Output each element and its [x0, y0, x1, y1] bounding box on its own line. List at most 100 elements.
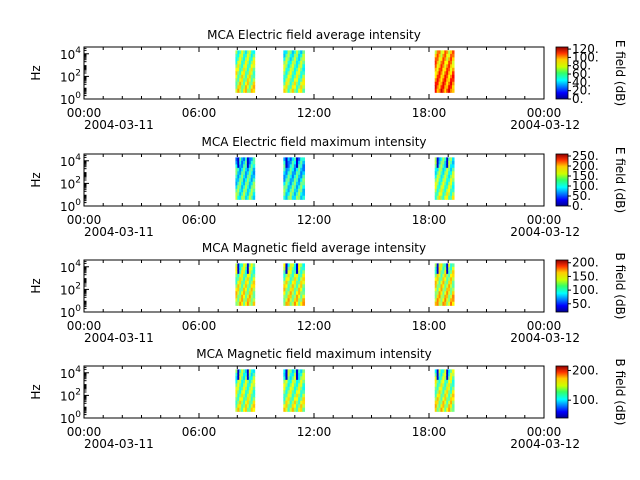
spectrogram-cell — [250, 64, 254, 69]
spectrogram-cell — [300, 160, 303, 165]
colorbar — [555, 46, 569, 100]
spectrogram-cell — [438, 74, 442, 79]
x-tick-label: 18:00 — [412, 106, 447, 120]
spectrogram-cell — [243, 53, 246, 58]
spectrogram-cell — [434, 64, 438, 69]
colorbar-tick-label: 200. — [572, 159, 599, 173]
spectrogram-cell — [448, 301, 451, 306]
spectrogram-cell — [298, 60, 301, 65]
y-tick-label: 104 — [60, 46, 81, 62]
spectrogram-cell — [239, 50, 242, 55]
spectrogram-cell — [243, 57, 246, 62]
spectrogram-cell — [252, 74, 256, 79]
spectrogram-cell — [295, 88, 299, 93]
spectrogram-cell — [446, 376, 449, 381]
spectrogram-cell — [250, 57, 254, 62]
spectrogram-cell — [243, 181, 246, 186]
spectrogram-cell — [302, 287, 306, 292]
spectrogram-cell — [302, 171, 306, 176]
spectrogram-cell — [438, 270, 442, 275]
spectrogram-cell — [450, 294, 453, 299]
spectrogram-cell — [448, 195, 451, 200]
spectrogram-cell — [252, 67, 256, 72]
spectrogram-cell — [452, 71, 455, 76]
spectrogram-cell — [250, 369, 254, 374]
spectrogram-cell — [252, 294, 256, 299]
spectrogram-cell — [250, 60, 254, 65]
spectrogram-cell — [302, 270, 306, 275]
spectrogram-cell — [298, 400, 301, 405]
spectrogram-cell — [448, 298, 451, 303]
spectrogram-cell — [291, 57, 295, 62]
spectrogram-cell — [434, 81, 438, 86]
spectrogram-cell — [241, 174, 244, 179]
spectrogram-cell — [245, 181, 248, 186]
spectrogram-cell — [289, 157, 293, 162]
spectrogram-cell — [298, 157, 301, 162]
spectrogram-cell — [450, 390, 453, 395]
spectrogram-cell — [243, 157, 246, 162]
spectrogram-cell — [295, 280, 299, 285]
spectrogram-cell — [250, 164, 254, 169]
spectrogram-cell — [448, 372, 451, 377]
spectrogram-cell — [291, 379, 295, 384]
spectrogram-cell — [250, 192, 254, 197]
spectrogram-cell — [235, 266, 238, 271]
spectrogram-cell — [440, 60, 444, 65]
spectrogram-cell — [436, 270, 440, 275]
spectrogram-cell — [450, 298, 453, 303]
spectrogram-cell — [295, 291, 299, 296]
spectrogram-cell — [295, 160, 299, 165]
spectrogram-cell — [248, 280, 252, 285]
spectrogram-cell — [252, 372, 256, 377]
spectrogram-cell — [442, 167, 445, 172]
spectrogram-cell — [446, 277, 449, 282]
spectrogram-cell — [239, 88, 242, 93]
spectrogram-cell — [252, 287, 256, 292]
spectrogram-cell — [450, 263, 453, 268]
spectrogram-cell — [302, 53, 306, 58]
spectrogram-cell — [436, 273, 440, 278]
spectrogram-cell — [434, 178, 438, 183]
data-block — [283, 157, 306, 200]
spectrogram-cell — [289, 195, 293, 200]
spectrogram-cell — [444, 404, 447, 409]
spectrogram-cell — [241, 369, 244, 374]
spectrogram-cell — [293, 174, 297, 179]
spectrogram-cell — [237, 386, 240, 391]
spectrogram-cell — [287, 277, 291, 282]
spectrogram-cell — [434, 164, 438, 169]
spectrogram-cell — [246, 372, 250, 377]
spectrogram-cell — [235, 174, 238, 179]
spectrogram-cell — [444, 192, 447, 197]
spectrogram-cell — [438, 393, 442, 398]
spectrogram-cell — [434, 53, 438, 58]
spectrogram-cell — [237, 67, 240, 72]
spectrogram-cell — [243, 74, 246, 79]
spectrogram-cell — [452, 400, 455, 405]
spectrogram-cell — [289, 74, 293, 79]
colorbar-tick-label: 80. — [572, 59, 591, 73]
spectrogram-cell — [285, 372, 289, 377]
spectrogram-cell — [237, 60, 240, 65]
spectrogram-cell — [245, 298, 248, 303]
spectrogram-cell — [436, 266, 440, 271]
spectrogram-cell — [291, 298, 295, 303]
y-tick-base: 10 — [60, 177, 75, 191]
spectrogram-cell — [235, 407, 238, 412]
spectrogram-cell — [243, 393, 246, 398]
spectrogram-cell — [239, 291, 242, 296]
x-tick-label: 00:00 — [67, 319, 102, 333]
spectrogram-cell — [246, 174, 250, 179]
spectrogram-cell — [300, 64, 303, 69]
spectrogram-cell — [302, 298, 306, 303]
spectrogram-cell — [283, 185, 287, 190]
spectrogram-cell — [291, 263, 295, 268]
spectrogram-cell — [283, 57, 287, 62]
spectrogram-cell — [291, 284, 295, 289]
spectrogram-cell — [248, 192, 252, 197]
spectrogram-cell — [287, 301, 291, 306]
spectrogram-cell — [440, 376, 444, 381]
spectrogram-cell — [298, 266, 301, 271]
spectrogram-cell — [248, 273, 252, 278]
